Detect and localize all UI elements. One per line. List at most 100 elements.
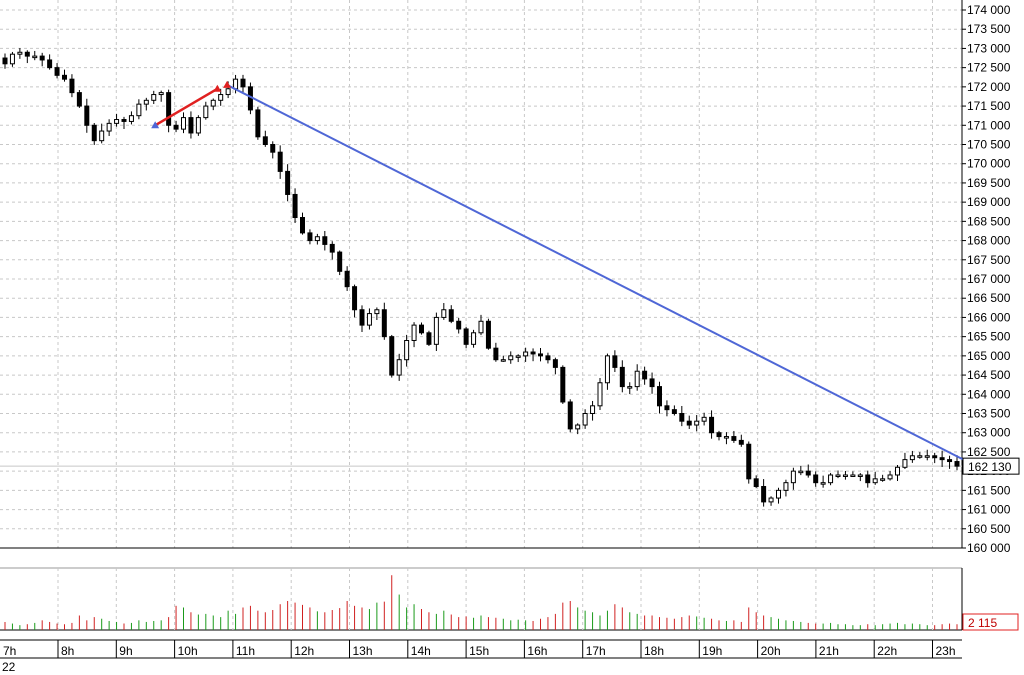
candle-body xyxy=(560,366,566,403)
y-tick-label: 164 000 xyxy=(967,387,1011,401)
candle-body xyxy=(344,270,350,288)
x-tick-label: 16h xyxy=(527,644,547,658)
candle-body xyxy=(738,439,744,445)
y-tick-label: 161 000 xyxy=(967,503,1011,517)
last-price-value: 162 130 xyxy=(968,460,1012,474)
y-tick-label: 166 500 xyxy=(967,291,1011,305)
x-tick-label: 8h xyxy=(61,644,74,658)
candle-body xyxy=(828,474,834,484)
y-tick-label: 167 500 xyxy=(967,253,1011,267)
candle-body xyxy=(634,370,640,388)
candle-body xyxy=(277,151,283,172)
candle-body xyxy=(657,386,662,407)
candle-body xyxy=(485,320,491,349)
y-tick-label: 160 000 xyxy=(967,541,1011,555)
candle-body xyxy=(642,370,648,380)
candle-body xyxy=(136,103,142,117)
candle-body xyxy=(746,443,752,480)
candle-body xyxy=(523,351,529,357)
candle-body xyxy=(404,339,410,361)
candle-body xyxy=(381,309,387,338)
candle-body xyxy=(947,459,953,463)
candle-body xyxy=(411,324,417,341)
candle-body xyxy=(783,482,789,491)
candle-body xyxy=(166,92,172,126)
candle-body xyxy=(924,455,930,458)
candle-body xyxy=(850,474,856,477)
candle-body xyxy=(91,124,97,142)
candle-body xyxy=(805,470,811,476)
candle-body xyxy=(322,236,328,245)
y-tick-label: 162 500 xyxy=(967,445,1011,459)
y-tick-label: 166 000 xyxy=(967,310,1011,324)
candle-body xyxy=(225,88,231,96)
y-tick-label: 167 000 xyxy=(967,272,1011,286)
candle-body xyxy=(329,243,335,253)
volume-label: 2 115 xyxy=(962,613,1019,631)
trendline-start-marker xyxy=(151,121,160,129)
candle-body xyxy=(939,457,945,461)
candle-body xyxy=(686,420,692,426)
trendline-start-marker xyxy=(223,80,232,88)
candle-body xyxy=(545,355,551,361)
y-tick-label: 168 000 xyxy=(967,234,1011,248)
candle-body xyxy=(709,416,715,434)
price-panel-frame xyxy=(0,0,963,549)
candle-body xyxy=(158,92,164,96)
candle-body xyxy=(768,497,774,503)
time-axis: 7h 8h 9h 10h 11h 12h 13h 14h 15h 16h 17h 18h 19h 20h 2… xyxy=(0,639,962,659)
candle-body xyxy=(210,99,216,107)
candle-body xyxy=(24,51,30,57)
candle-body xyxy=(285,170,291,195)
volume-value: 2 115 xyxy=(968,616,997,630)
candle-body xyxy=(530,351,536,355)
candle-body xyxy=(835,474,841,477)
candle-body xyxy=(255,109,261,138)
y-tick-label: 171 500 xyxy=(967,99,1011,113)
candle-body xyxy=(790,470,796,484)
last-price-label: 162 130 xyxy=(962,457,1020,475)
y-tick-label: 173 000 xyxy=(967,41,1011,55)
y-tick-label: 165 000 xyxy=(967,349,1011,363)
candle-body xyxy=(880,478,886,481)
candle-body xyxy=(932,455,938,459)
x-tick-label: 20h xyxy=(761,644,781,658)
candle-body xyxy=(619,366,625,388)
candle-body xyxy=(62,74,67,80)
x-tick-label: 19h xyxy=(702,644,722,658)
x-tick-label: 7h xyxy=(3,644,16,658)
candle-body xyxy=(233,78,239,90)
candle-body xyxy=(39,55,45,61)
candle-body xyxy=(128,115,134,122)
y-tick-label: 161 500 xyxy=(967,483,1011,497)
candle-body xyxy=(731,436,737,441)
y-tick-label: 168 500 xyxy=(967,214,1011,228)
candle-body xyxy=(54,67,60,76)
x-tick-label: 14h xyxy=(411,644,431,658)
candle-body xyxy=(203,105,209,119)
candle-body xyxy=(181,117,186,130)
candle-body xyxy=(552,359,558,368)
candle-body xyxy=(396,359,402,376)
blue-trendline xyxy=(226,84,977,468)
y-tick-label: 165 500 xyxy=(967,330,1011,344)
candle-body xyxy=(433,316,439,345)
trendline-end-marker xyxy=(213,84,222,92)
red-trendline xyxy=(154,87,218,127)
candle-body xyxy=(917,455,923,458)
y-tick-label: 171 000 xyxy=(967,118,1011,132)
candle-body xyxy=(195,117,201,134)
candle-body xyxy=(604,355,610,384)
candle-body xyxy=(389,336,395,376)
candle-body xyxy=(76,92,82,107)
y-tick-label: 160 500 xyxy=(967,522,1011,536)
x-tick-label: 11h xyxy=(236,644,255,658)
candle-body xyxy=(173,124,179,130)
candle-body xyxy=(441,309,447,318)
y-tick-label: 169 500 xyxy=(967,176,1011,190)
candle-body xyxy=(307,232,313,242)
candle-body xyxy=(84,105,90,126)
candle-body xyxy=(262,136,268,145)
y-tick-label: 170 500 xyxy=(967,138,1011,152)
